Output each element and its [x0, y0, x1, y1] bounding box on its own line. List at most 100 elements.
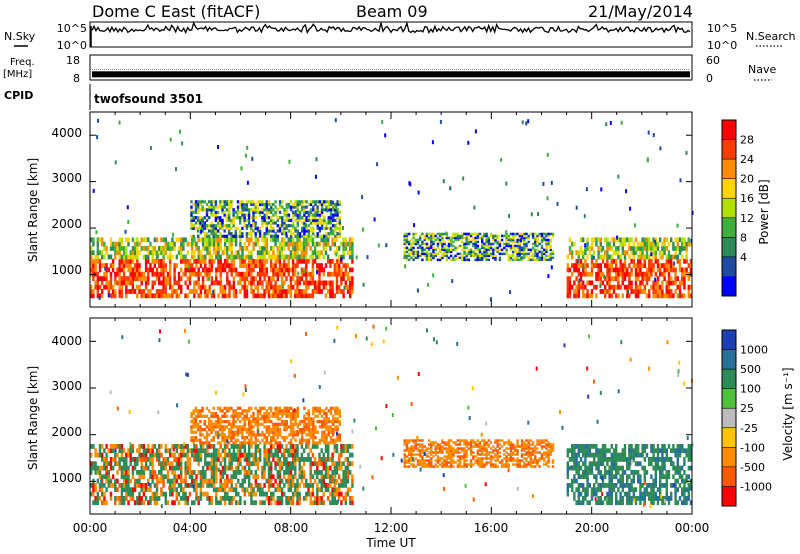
echo-cell [232, 433, 235, 437]
echo-cell [180, 478, 183, 484]
echo-cell [650, 271, 653, 277]
echo-cell [270, 216, 273, 220]
echo-cell [432, 443, 435, 446]
echo-cell [173, 263, 176, 268]
echo-cell [169, 271, 172, 277]
echo-cell [169, 263, 172, 268]
echo-cell [523, 250, 526, 254]
echo-cell [645, 280, 649, 286]
echo-cell [545, 240, 548, 244]
echo-cell [90, 246, 93, 251]
echo-cell [305, 200, 308, 204]
echo-cell [105, 457, 108, 462]
echo-cell [190, 218, 193, 222]
echo-cell [164, 246, 167, 251]
echo-cell [335, 284, 339, 290]
echo-cell [628, 237, 631, 243]
echo-cell [217, 487, 220, 493]
echo-cell [195, 496, 198, 501]
echo-cell [545, 258, 548, 262]
echo-cell [421, 248, 424, 252]
echo-cell [423, 449, 426, 452]
echo-cell [162, 289, 165, 294]
echo-cell [206, 276, 209, 281]
echo-cell [101, 237, 104, 243]
echo-cell [518, 246, 521, 250]
echo-cell [674, 250, 677, 256]
echo-cell [147, 271, 150, 277]
echo-cell [164, 457, 167, 462]
echo-cell [184, 237, 187, 243]
echo-cell [619, 258, 622, 264]
echo-cell [445, 256, 448, 260]
echo-cell [309, 461, 312, 467]
echo-cell [245, 263, 249, 268]
echo-cell [630, 250, 633, 256]
echo-cell [274, 428, 277, 432]
echo-cell [416, 461, 420, 464]
echo-cell [177, 237, 181, 243]
echo-cell [105, 500, 108, 506]
echo-cell [96, 293, 99, 299]
echo-cell [92, 461, 95, 467]
echo-cell [118, 271, 121, 277]
echo-cell [296, 487, 299, 493]
echo-cell [289, 289, 293, 294]
echo-cell [294, 409, 297, 413]
echo-cell [230, 500, 233, 506]
echo-cell [320, 202, 324, 207]
echo-cell [243, 216, 246, 220]
echo-cell [432, 250, 435, 254]
echo-cell [223, 500, 227, 506]
echo-cell [531, 242, 535, 246]
echo-cell [186, 263, 189, 268]
echo-cell [232, 409, 235, 413]
echo-cell [261, 216, 264, 220]
echo-cell [193, 293, 196, 299]
echo-cell [320, 250, 323, 256]
echo-cell [147, 237, 150, 243]
echo-cell [252, 258, 255, 264]
echo-cell [425, 246, 429, 250]
echo-cell [247, 406, 251, 410]
echo-cell [586, 280, 589, 286]
echo-cell [149, 500, 152, 506]
echo-cell [131, 465, 135, 471]
echo-cell [301, 428, 304, 432]
echo-cell [193, 284, 196, 290]
echo-cell [254, 441, 257, 445]
echo-cell [116, 444, 119, 449]
echo-cell [314, 234, 317, 238]
echo-cell [619, 263, 622, 268]
echo-cell [320, 500, 323, 506]
echo-cell [474, 248, 477, 252]
echo-cell [474, 232, 477, 236]
echo-cell [312, 441, 315, 445]
echo-cell [215, 448, 218, 454]
echo-cell [325, 226, 328, 230]
echo-cell [445, 465, 448, 468]
echo-cell [219, 221, 222, 225]
echo-cell [169, 452, 172, 458]
echo-cell [509, 256, 513, 260]
echo-cell [298, 293, 301, 299]
echo-cell [241, 409, 244, 413]
echo-cell [628, 241, 631, 247]
echo-cell [270, 293, 273, 299]
echo-cell [584, 250, 587, 256]
echo-cell [606, 258, 609, 264]
echo-cell [305, 246, 308, 251]
echo-cell [305, 444, 308, 449]
echo-cell [225, 200, 229, 204]
echo-cell [186, 465, 189, 471]
echo-cell [320, 430, 324, 434]
echo-cell [256, 417, 260, 421]
echo-cell [336, 234, 339, 238]
echo-cell [109, 263, 113, 268]
echo-cell [210, 412, 213, 416]
echo-cell [270, 210, 273, 214]
echo-cell [349, 487, 352, 493]
echo-cell [272, 284, 275, 290]
echo-cell [577, 284, 580, 290]
echo-cell [280, 289, 284, 294]
